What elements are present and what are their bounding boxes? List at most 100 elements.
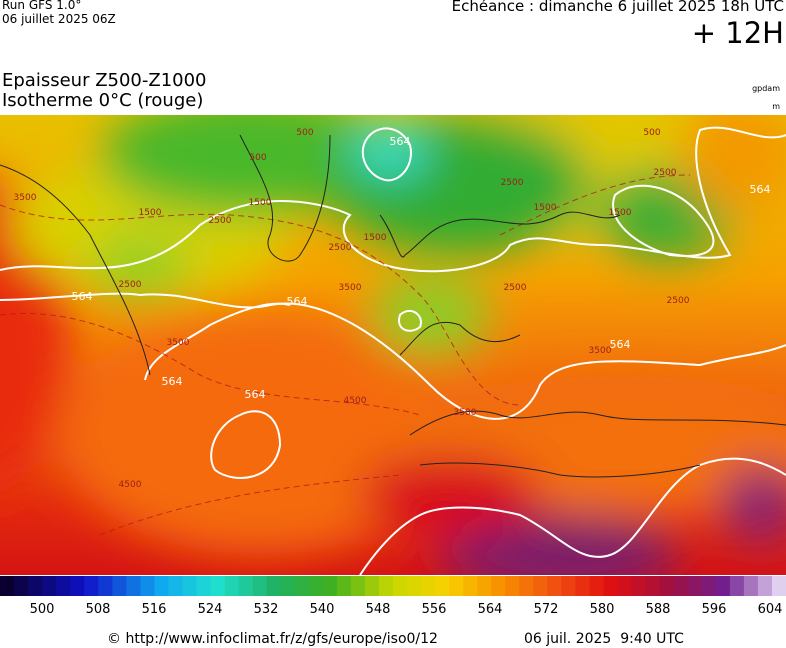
colorbar-swatch: [168, 576, 183, 596]
contour-label: 500: [643, 128, 660, 138]
colorbar-swatch: [112, 576, 127, 596]
map: 5645645645645645645643500250025002500150…: [0, 115, 786, 575]
colorbar-swatch: [533, 576, 548, 596]
colorbar-tick-label: 604: [758, 602, 783, 617]
contour-label: 1500: [609, 208, 632, 218]
contour-label: 2500: [119, 280, 142, 290]
contour-label: 564: [390, 135, 411, 148]
colorbar-swatch: [435, 576, 450, 596]
colorbar-swatch: [224, 576, 240, 596]
colorbar-swatch: [252, 576, 268, 596]
contour-label: 3500: [454, 408, 477, 418]
colorbar-swatch: [575, 576, 590, 596]
colorbar-swatch: [463, 576, 478, 596]
contour-labels: 5645645645645645645643500250025002500150…: [14, 128, 771, 490]
valid-time: Echéance : dimanche 6 juillet 2025 18h U…: [451, 0, 784, 15]
colorbar-swatch: [0, 576, 15, 596]
contour-label: 564: [72, 290, 93, 303]
contour-label: 2500: [667, 296, 690, 306]
colorbar-swatch: [687, 576, 703, 596]
colorbar-swatch: [280, 576, 296, 596]
colorbar-swatch: [210, 576, 226, 596]
colorbar-swatch: [238, 576, 254, 596]
source-url: © http://www.infoclimat.fr/z/gfs/europe/…: [107, 631, 438, 647]
unit-iso: m: [772, 102, 780, 111]
colorbar-tick-label: 532: [254, 602, 279, 617]
colorbar-swatch: [645, 576, 661, 596]
run-date: 06 juillet 2025 06Z: [2, 12, 116, 26]
colorbar-swatch: [42, 576, 57, 596]
colorbar-swatch: [715, 576, 731, 596]
legend-title: Epaisseur Z500-Z1000: [2, 70, 207, 91]
contour-label: 564: [750, 183, 771, 196]
contour-label: 2500: [501, 178, 524, 188]
contour-label: 4500: [344, 396, 367, 406]
colorbar-swatch: [547, 576, 562, 596]
colorbar-tick-label: 500: [30, 602, 55, 617]
colorbar-swatch: [729, 576, 745, 596]
colorbar-tick-label: 524: [198, 602, 223, 617]
colorbar-tick-label: 596: [702, 602, 727, 617]
colorbar-swatch: [154, 576, 169, 596]
colorbar-tick-label: 580: [590, 602, 615, 617]
colorbar-tick-label: 556: [422, 602, 447, 617]
colorbar-swatch: [350, 576, 366, 596]
unit-thickness: gpdam: [752, 84, 780, 93]
colorbar-swatch: [757, 576, 773, 596]
colorbar-swatch: [364, 576, 380, 596]
run-label: Run GFS 1.0°: [2, 0, 82, 12]
colorbar-swatch: [701, 576, 717, 596]
contour-label: 1500: [364, 233, 387, 243]
colorbar-swatch: [308, 576, 324, 596]
colorbar-swatch: [98, 576, 113, 596]
contour-label: 564: [610, 338, 631, 351]
contour-label: 2500: [209, 216, 232, 226]
colorbar-swatch: [561, 576, 576, 596]
lead-time: + 12H: [691, 16, 784, 50]
colorbar-swatch: [56, 576, 71, 596]
colorbar-swatch: [603, 576, 619, 596]
contour-label: 1500: [249, 198, 272, 208]
colorbar-swatch: [743, 576, 759, 596]
colorbar-swatch: [14, 576, 29, 596]
contour-label: 564: [287, 295, 308, 308]
coastlines: [0, 134, 786, 478]
colorbar-tick-label: 564: [478, 602, 503, 617]
contour-label: 3500: [589, 346, 612, 356]
colorbar-swatch: [421, 576, 436, 596]
colorbar-tick-label: 548: [366, 602, 391, 617]
contour-label: 500: [296, 128, 313, 138]
colorbar-swatch: [673, 576, 689, 596]
colorbar: 500 508 516 524 532 540 548 556 564 572 580 588 596 6…: [0, 576, 786, 617]
colorbar-swatch: [491, 576, 506, 596]
field: 5645645645645645645643500250025002500150…: [0, 115, 786, 575]
colorbar-swatch: [505, 576, 520, 596]
colorbar-swatch: [182, 576, 197, 596]
colorbar-swatch: [378, 576, 394, 596]
contour-label: 500: [249, 153, 266, 163]
contour-label: 1500: [534, 203, 557, 213]
colorbar-swatch: [519, 576, 534, 596]
contour-label: 3500: [339, 283, 362, 293]
colorbar-tick-label: 572: [534, 602, 559, 617]
colorbar-swatch: [407, 576, 422, 596]
colorbar-swatch: [771, 576, 786, 596]
colorbar-swatch: [477, 576, 492, 596]
colorbar-swatch: [140, 576, 155, 596]
contour-label: 2500: [504, 283, 527, 293]
colorbar-swatch: [659, 576, 675, 596]
colorbar-swatch: [126, 576, 141, 596]
colorbar-tick-label: 516: [142, 602, 167, 617]
contour-label: 1500: [139, 208, 162, 218]
contour-label: 2500: [329, 243, 352, 253]
colorbar-tick-label: 508: [86, 602, 111, 617]
colorbar-swatch: [28, 576, 43, 596]
contour-label: 3500: [14, 193, 37, 203]
colorbar-swatch: [196, 576, 212, 596]
colorbar-tick-label: 540: [310, 602, 335, 617]
contour-label: 564: [245, 388, 266, 401]
colorbar-tick-label: 588: [646, 602, 671, 617]
colorbar-swatch: [294, 576, 310, 596]
thickness-contours: [0, 126, 786, 575]
